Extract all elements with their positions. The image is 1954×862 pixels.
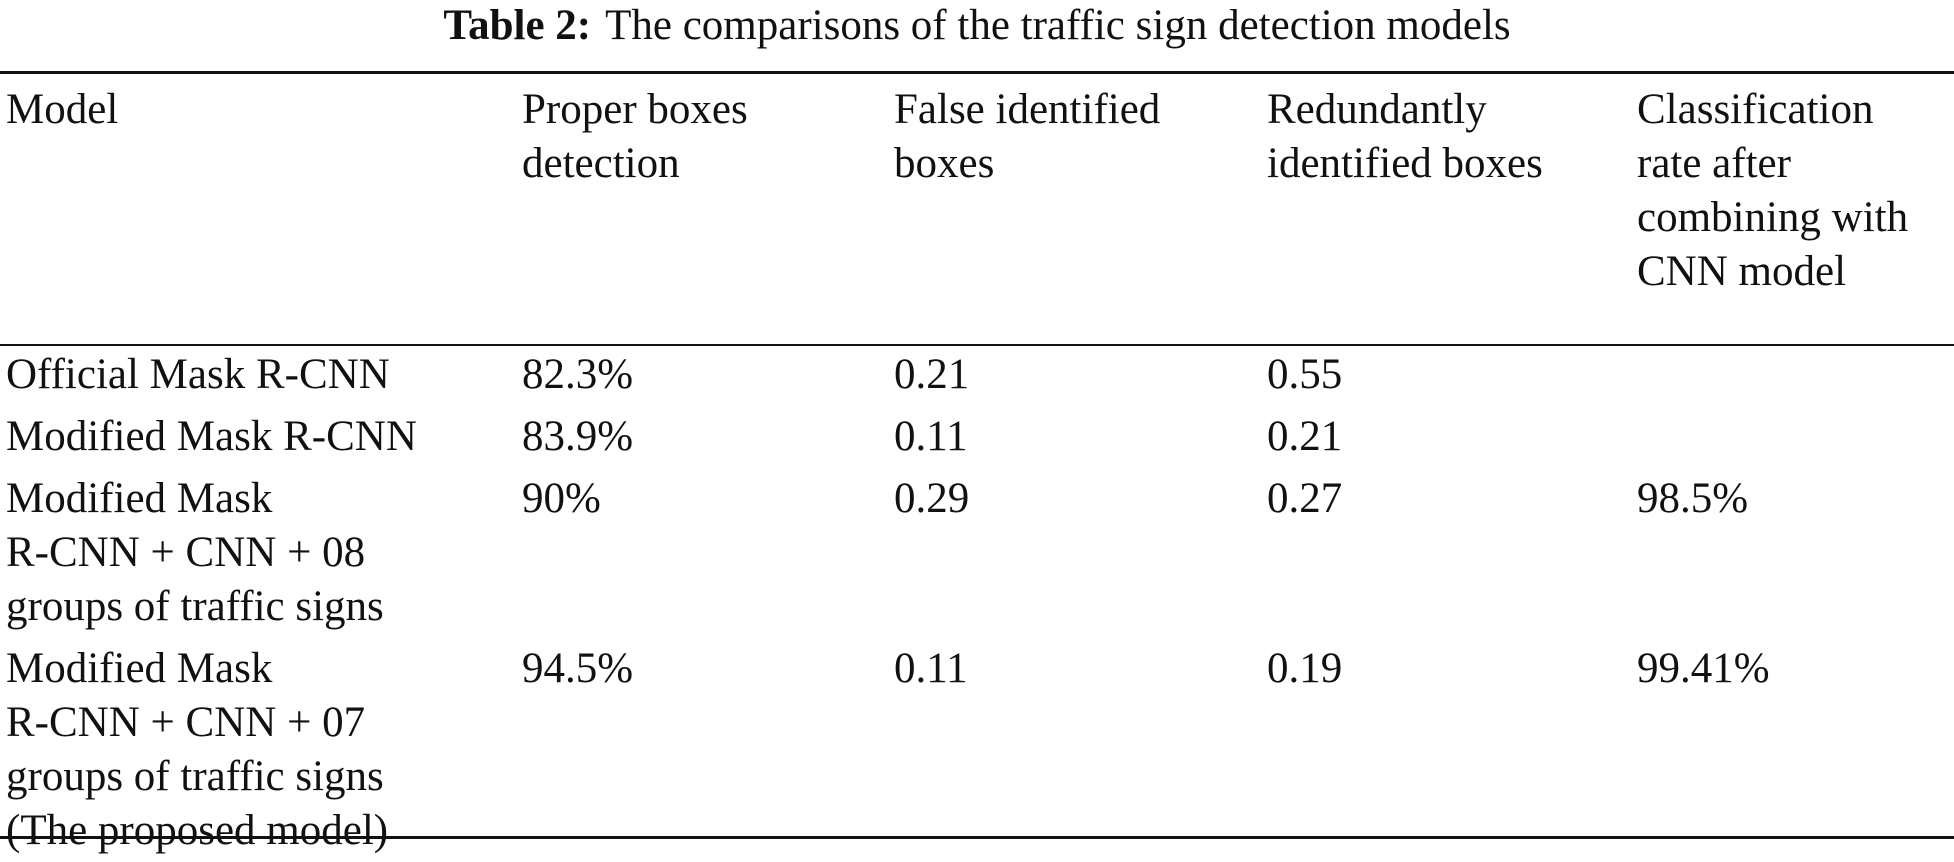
table-caption: Table 2: The comparisons of the traffic s… (0, 0, 1954, 70)
table-caption-text: The comparisons of the traffic sign dete… (605, 2, 1511, 49)
cell-model: Modified Mask R-CNN + CNN + 07 groups of… (6, 645, 389, 854)
column-header-proper-boxes-detection: Proper boxes detection (522, 86, 748, 187)
table-top-rule (0, 71, 1954, 74)
cell-classification-rate (1631, 406, 1954, 468)
cell-proper-boxes-detection: 90% (522, 475, 601, 522)
column-header-classification-rate: Classification rate after combining with… (1637, 86, 1909, 295)
cell-model: Modified Mask R-CNN + CNN + 08 groups of… (6, 475, 384, 630)
cell-classification-rate (1631, 344, 1954, 406)
table-header-rule (0, 344, 1954, 346)
table-row: Official Mask R-CNN 82.3% 0.21 0.55 (0, 344, 1954, 406)
table-row: Modified Mask R-CNN + CNN + 07 groups of… (0, 638, 1954, 862)
column-header-model: Model (6, 86, 119, 133)
comparison-table: Model Proper boxes detection False ident… (0, 74, 1954, 862)
table-row: Modified Mask R-CNN 83.9% 0.11 0.21 (0, 406, 1954, 468)
cell-classification-rate: 98.5% (1637, 475, 1749, 522)
cell-model: Modified Mask R-CNN (6, 413, 417, 460)
cell-proper-boxes-detection: 82.3% (522, 351, 634, 398)
table-caption-label: Table 2: (443, 2, 592, 49)
table-row: Modified Mask R-CNN + CNN + 08 groups of… (0, 468, 1954, 638)
cell-model: Official Mask R-CNN (6, 351, 390, 398)
column-header-redundantly-identified-boxes: Redundantly identified boxes (1267, 86, 1543, 187)
cell-false-identified-boxes: 0.21 (894, 351, 970, 398)
cell-redundantly-identified-boxes: 0.21 (1267, 413, 1343, 460)
cell-false-identified-boxes: 0.11 (894, 645, 968, 692)
cell-redundantly-identified-boxes: 0.27 (1267, 475, 1343, 522)
table-bottom-rule (0, 836, 1954, 839)
cell-redundantly-identified-boxes: 0.55 (1267, 351, 1343, 398)
cell-false-identified-boxes: 0.29 (894, 475, 970, 522)
cell-false-identified-boxes: 0.11 (894, 413, 968, 460)
column-header-false-identified-boxes: False identified boxes (894, 86, 1161, 187)
cell-proper-boxes-detection: 94.5% (522, 645, 634, 692)
table-header-row: Model Proper boxes detection False ident… (0, 74, 1954, 344)
cell-classification-rate: 99.41% (1637, 645, 1770, 692)
cell-redundantly-identified-boxes: 0.19 (1267, 645, 1343, 692)
cell-proper-boxes-detection: 83.9% (522, 413, 634, 460)
